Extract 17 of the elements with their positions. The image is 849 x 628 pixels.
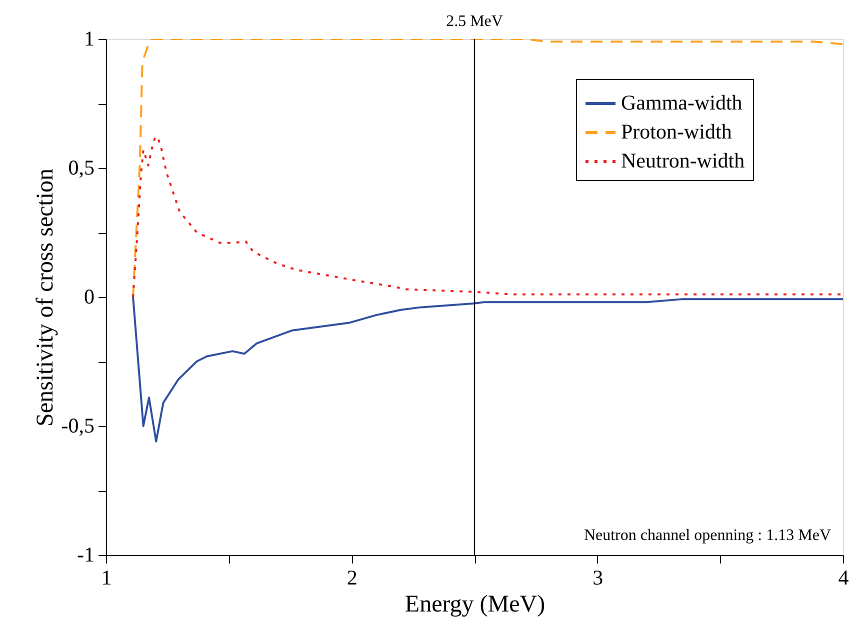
x-axis-title: Energy (MeV) [404, 592, 546, 618]
x-tick-label: 2 [346, 566, 358, 590]
legend-label: Neutron-width [621, 148, 746, 172]
y-tick-label: 0,5 [68, 156, 94, 180]
y-tick-label: -0,5 [61, 414, 94, 438]
y-axis-title: Sensitivity of cross section [32, 168, 58, 426]
y-tick-label: -1 [77, 542, 94, 566]
x-tick-label: 1 [101, 566, 112, 590]
legend-label: Proton-width [621, 120, 732, 144]
y-tick-label: 0 [84, 284, 94, 308]
ref-line-label: 2.5 MeV [446, 13, 504, 30]
y-tick-label: 1 [84, 26, 94, 50]
annotation: Neutron channel openning : 1.13 MeV [584, 527, 832, 544]
line-series [132, 296, 843, 442]
legend-label: Gamma-width [621, 90, 743, 114]
x-tick-label: 3 [592, 566, 604, 590]
x-tick-label: 4 [838, 566, 849, 590]
